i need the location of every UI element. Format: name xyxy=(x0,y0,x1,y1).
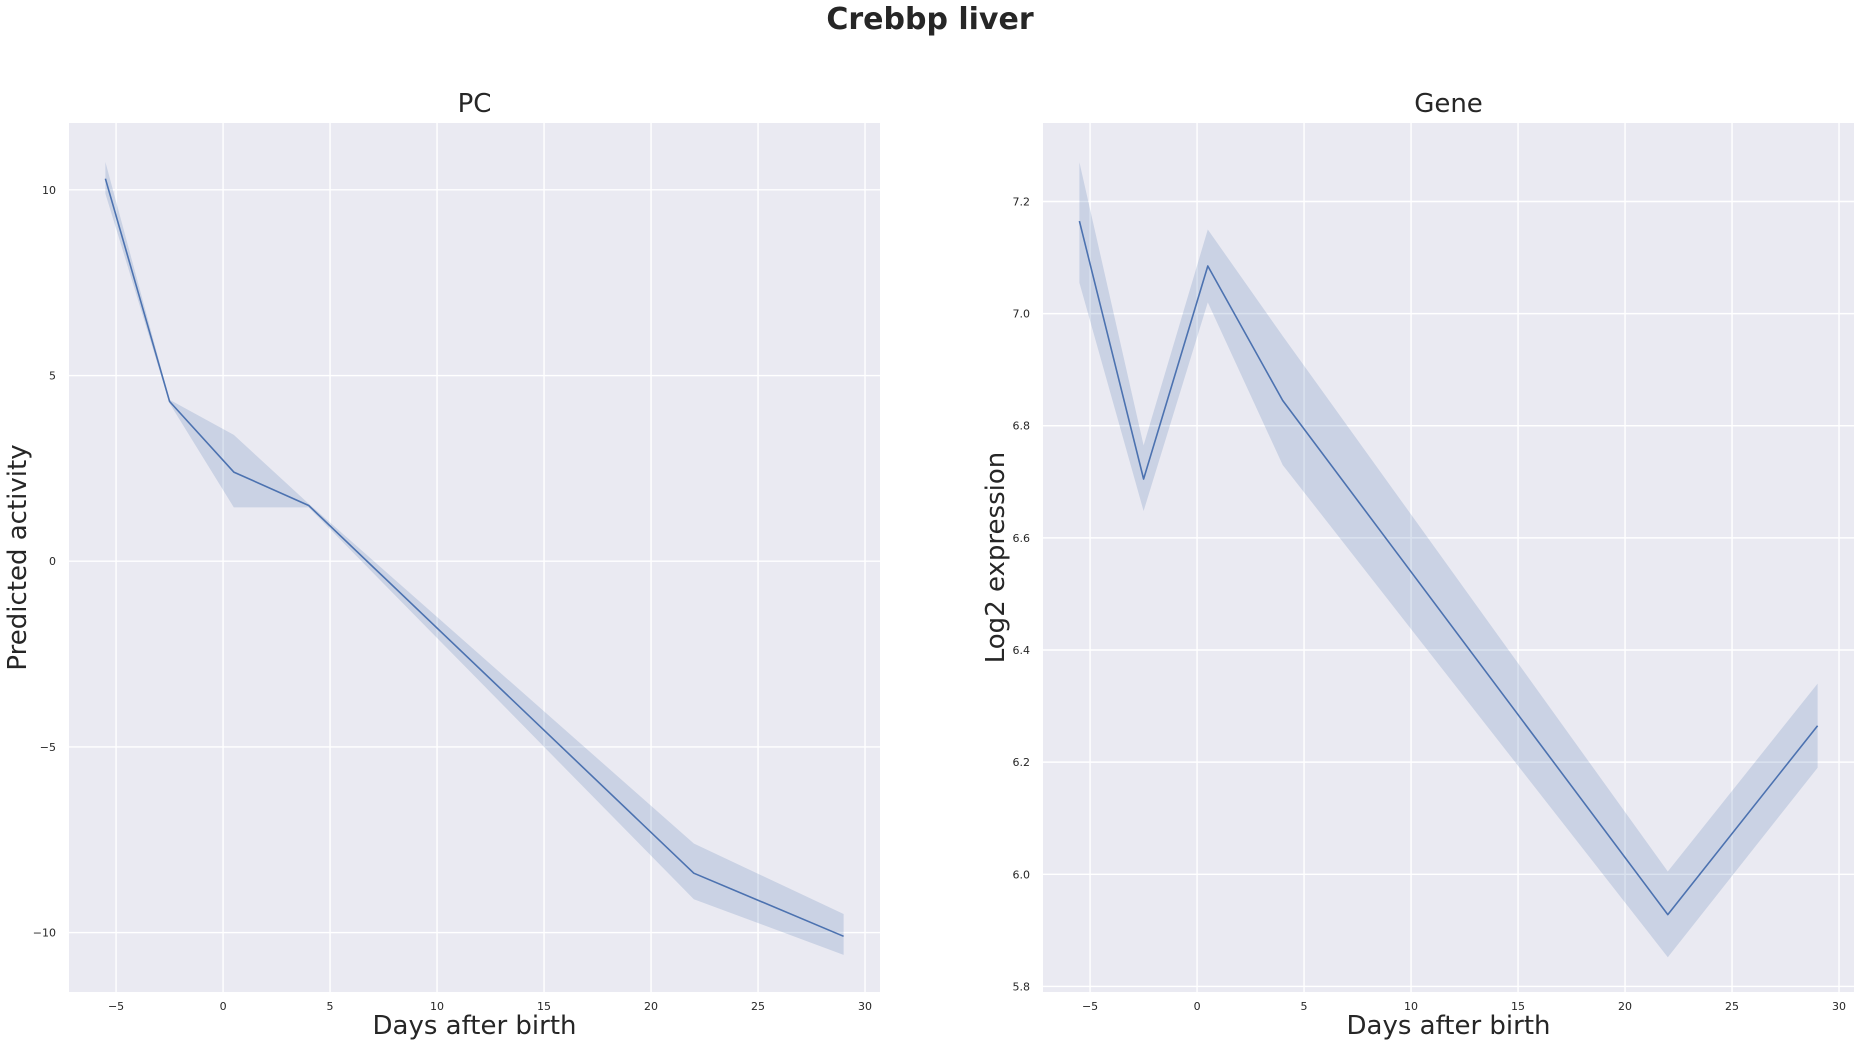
gene-y-tick-label: 5.8 xyxy=(1013,980,1031,993)
pc-x-tick-label: 25 xyxy=(751,1000,765,1013)
gene-panel-title: Gene xyxy=(1414,89,1483,119)
gene-x-axis-label: Days after birth xyxy=(1346,1011,1550,1041)
gene-series-line xyxy=(1078,220,1819,916)
gene-x-tick-label: −5 xyxy=(1082,1000,1098,1013)
gene-x-tick-label: 10 xyxy=(1404,1000,1418,1013)
pc-y-tick-label: 0 xyxy=(49,555,56,568)
gene-chart-panel: −5 0 5 10 15 20 25 30 5.8 6.0 6.2 6.4 6.6 6.8 7.0 7.2 Ge… xyxy=(981,89,1854,1041)
gene-x-tick-label: 20 xyxy=(1618,1000,1632,1013)
gene-x-tick-label: 0 xyxy=(1194,1000,1201,1013)
gene-x-tick-label: 25 xyxy=(1725,1000,1739,1013)
gene-x-tick-label: 30 xyxy=(1832,1000,1846,1013)
pc-x-tick-label: 5 xyxy=(327,1000,334,1013)
gene-y-tick-label: 7.2 xyxy=(1013,195,1031,208)
gene-y-tick-label: 6.4 xyxy=(1013,644,1031,657)
gene-y-tick-label: 6.2 xyxy=(1013,756,1031,769)
pc-y-tick-label: 5 xyxy=(49,370,56,383)
gene-x-tick-label: 5 xyxy=(1301,1000,1308,1013)
pc-x-tick-label: 0 xyxy=(220,1000,227,1013)
pc-chart-panel: −5 0 5 10 15 20 25 30 −10 −5 0 5 10 PC Days after birt… xyxy=(3,89,880,1041)
pc-x-tick-label: 30 xyxy=(858,1000,872,1013)
pc-series-line xyxy=(104,178,844,938)
gene-plot-area xyxy=(1043,123,1854,992)
gene-y-tick-label: 6.8 xyxy=(1013,420,1031,433)
pc-y-axis-label: Predicted activity xyxy=(3,444,33,670)
pc-x-tick-label: −5 xyxy=(108,1000,124,1013)
pc-x-tick-label: 15 xyxy=(537,1000,551,1013)
gene-x-tick-label: 15 xyxy=(1511,1000,1525,1013)
pc-y-tick-label: 10 xyxy=(42,184,56,197)
gene-y-tick-label: 6.0 xyxy=(1013,868,1031,881)
figure-title: Crebbp liver xyxy=(826,2,1033,37)
gene-confidence-band xyxy=(1079,162,1818,958)
gene-y-tick-label: 7.0 xyxy=(1013,308,1031,321)
pc-y-tick-label: −5 xyxy=(40,741,56,754)
gene-y-axis-label: Log2 expression xyxy=(981,452,1011,664)
pc-x-tick-label: 20 xyxy=(644,1000,658,1013)
pc-x-axis-label: Days after birth xyxy=(372,1011,576,1041)
pc-y-tick-label: −10 xyxy=(33,927,56,940)
gene-y-tick-label: 6.6 xyxy=(1013,532,1031,545)
pc-plot-area xyxy=(69,123,880,992)
pc-panel-title: PC xyxy=(458,89,492,119)
pc-x-tick-label: 10 xyxy=(430,1000,444,1013)
